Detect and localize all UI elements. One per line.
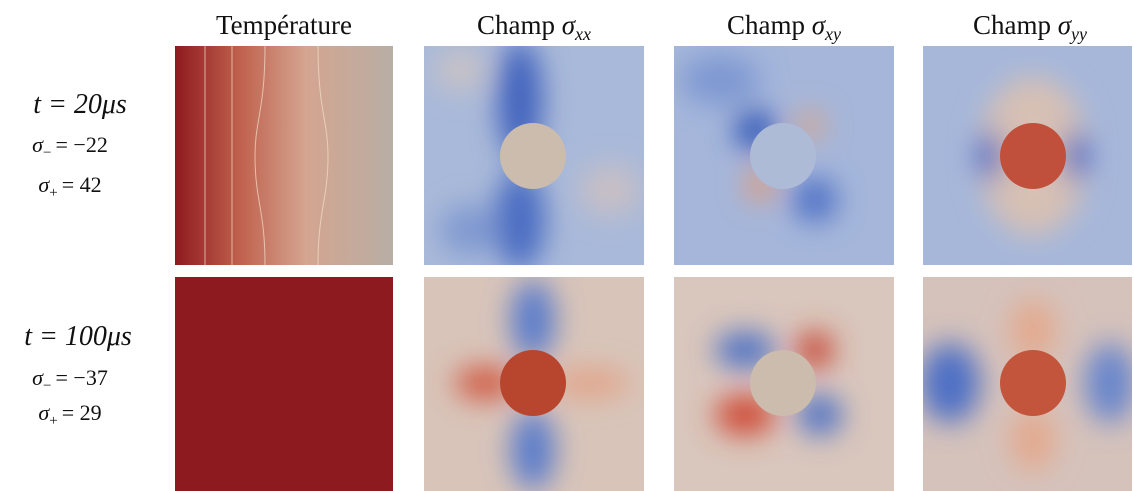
sigma-subscript: − — [43, 378, 51, 394]
column-header: Champ σxy — [727, 10, 841, 44]
stress-panel — [923, 277, 1132, 491]
temperature-panel — [175, 277, 393, 491]
stress-panel — [674, 277, 894, 491]
header-label: Température — [216, 10, 352, 40]
stress-panel — [424, 46, 644, 265]
header-label: Champ — [477, 10, 555, 40]
header-subscript: xx — [574, 24, 591, 44]
column-header: Champ σxx — [477, 10, 591, 44]
sigma-symbol: σ — [38, 172, 50, 197]
stress-panel — [674, 46, 894, 265]
sigma-subscript: − — [43, 145, 51, 161]
stress-panel — [424, 277, 644, 491]
sigma-minus: σ− = −37 — [32, 365, 108, 394]
sigma-symbol: σ — [32, 365, 44, 390]
temperature-panel — [175, 46, 393, 265]
header-label: Champ — [727, 10, 805, 40]
sigma-value: = 29 — [62, 400, 102, 425]
column-header: Champ σyy — [973, 10, 1087, 44]
header-symbol: σ — [812, 10, 827, 40]
sigma-symbol: σ — [32, 132, 44, 157]
sigma-plus: σ+ = 29 — [38, 400, 101, 429]
header-symbol: σ — [562, 10, 577, 40]
header-subscript: xy — [824, 24, 841, 44]
header-subscript: yy — [1069, 24, 1087, 44]
sigma-plus: σ+ = 42 — [38, 172, 101, 201]
sigma-subscript: + — [49, 413, 57, 429]
header-symbol: σ — [1058, 10, 1073, 40]
row-time: t = 20μs — [33, 89, 127, 120]
column-header: Température — [216, 10, 352, 40]
sigma-value: = −37 — [56, 365, 108, 390]
sigma-minus: σ− = −22 — [32, 132, 108, 161]
row-time: t = 100μs — [24, 321, 132, 352]
sigma-value: = 42 — [62, 172, 102, 197]
sigma-subscript: + — [49, 185, 57, 201]
sigma-symbol: σ — [38, 400, 50, 425]
sigma-value: = −22 — [56, 132, 108, 157]
header-label: Champ — [973, 10, 1051, 40]
stress-panel — [923, 46, 1132, 265]
